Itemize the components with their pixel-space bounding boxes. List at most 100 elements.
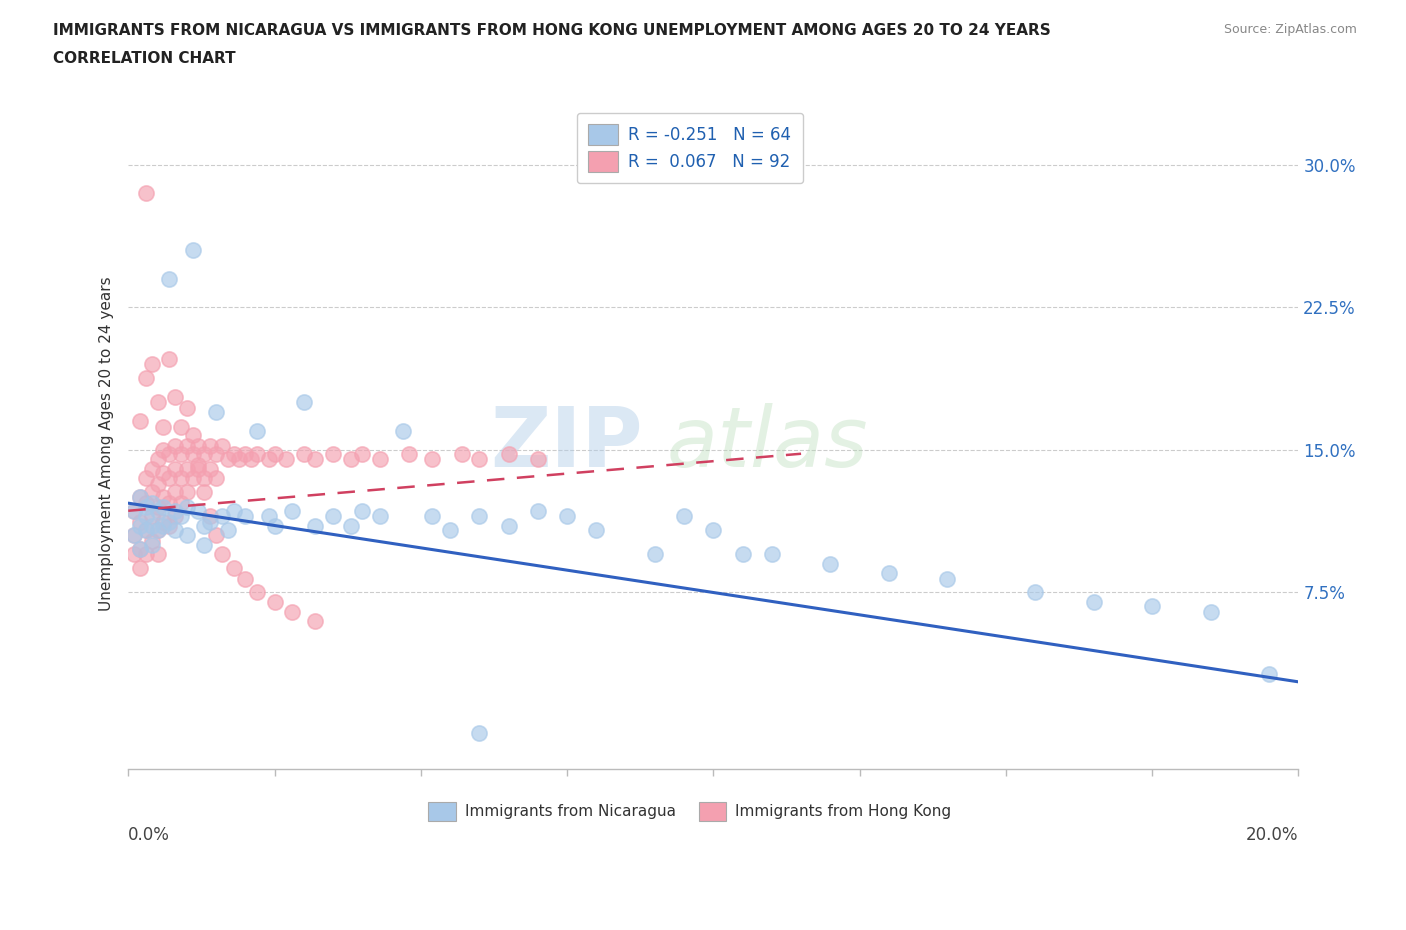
Point (152, 443, 174, 458)
Text: Source: ZipAtlas.com: Source: ZipAtlas.com (1223, 23, 1357, 36)
Point (165, 439, 187, 454)
Point (205, 471, 228, 485)
Point (181, 471, 204, 485)
Point (585, 523, 607, 538)
Point (276, 452, 298, 467)
Point (141, 534, 163, 549)
Point (129, 490, 152, 505)
Point (157, 272, 180, 286)
Point (152, 519, 174, 534)
Point (122, 528, 145, 543)
Point (187, 461, 209, 476)
Point (157, 496, 180, 511)
Text: IMMIGRANTS FROM NICARAGUA VS IMMIGRANTS FROM HONG KONG UNEMPLOYMENT AMONG AGES 2: IMMIGRANTS FROM NICARAGUA VS IMMIGRANTS … (53, 23, 1052, 38)
Point (304, 614, 326, 629)
Point (152, 499, 174, 514)
Point (146, 523, 169, 538)
Point (165, 461, 187, 476)
Point (217, 523, 239, 538)
Point (246, 585, 269, 600)
Point (257, 509, 280, 524)
Point (122, 547, 145, 562)
Point (141, 461, 163, 476)
Point (304, 452, 326, 467)
Point (129, 561, 152, 576)
Point (176, 499, 198, 514)
Point (936, 572, 959, 587)
Point (135, 523, 157, 538)
Point (165, 523, 187, 538)
Point (170, 496, 193, 511)
Point (240, 452, 263, 467)
Point (146, 499, 169, 514)
Point (193, 446, 215, 461)
Text: CORRELATION CHART: CORRELATION CHART (53, 51, 236, 66)
Point (157, 352, 180, 366)
Point (141, 538, 163, 552)
Point (468, 509, 491, 524)
Point (141, 519, 163, 534)
Point (129, 541, 152, 556)
Point (702, 523, 724, 538)
Point (157, 446, 180, 461)
Point (146, 395, 169, 410)
Point (135, 499, 157, 514)
Point (392, 423, 415, 438)
Point (352, 503, 374, 518)
Point (263, 446, 285, 461)
Point (222, 561, 245, 576)
Point (211, 439, 233, 454)
Point (1140, 598, 1163, 613)
Point (339, 452, 361, 467)
Point (176, 528, 198, 543)
Point (135, 523, 157, 538)
Point (141, 357, 163, 372)
Point (468, 452, 491, 467)
Point (176, 461, 198, 476)
Point (146, 452, 169, 467)
Point (176, 439, 198, 454)
Point (1258, 667, 1281, 682)
Point (122, 503, 145, 518)
Point (322, 509, 344, 524)
Point (170, 419, 193, 434)
Point (339, 519, 361, 534)
Text: 20.0%: 20.0% (1246, 826, 1298, 844)
Point (176, 485, 198, 499)
Point (263, 519, 285, 534)
Point (129, 490, 152, 505)
Point (233, 572, 256, 587)
Point (176, 401, 198, 416)
Point (211, 509, 233, 524)
Point (877, 566, 900, 581)
Point (498, 446, 520, 461)
Point (322, 446, 344, 461)
Point (439, 523, 461, 538)
Point (198, 461, 221, 476)
Point (257, 452, 280, 467)
Point (187, 458, 209, 472)
Point (246, 423, 269, 438)
Point (1199, 604, 1222, 619)
Point (304, 519, 326, 534)
Point (246, 446, 269, 461)
Point (644, 547, 666, 562)
Point (422, 452, 444, 467)
Point (211, 547, 233, 562)
Point (198, 509, 221, 524)
Point (820, 556, 842, 571)
Point (157, 471, 180, 485)
Point (165, 485, 187, 499)
Point (129, 414, 152, 429)
Point (222, 503, 245, 518)
Point (135, 496, 157, 511)
Point (170, 471, 193, 485)
Point (165, 509, 187, 524)
Text: ZIP: ZIP (491, 403, 643, 484)
Point (198, 439, 221, 454)
Point (555, 509, 578, 524)
Point (292, 446, 315, 461)
Point (193, 471, 215, 485)
Text: atlas: atlas (666, 403, 868, 484)
Point (152, 419, 174, 434)
